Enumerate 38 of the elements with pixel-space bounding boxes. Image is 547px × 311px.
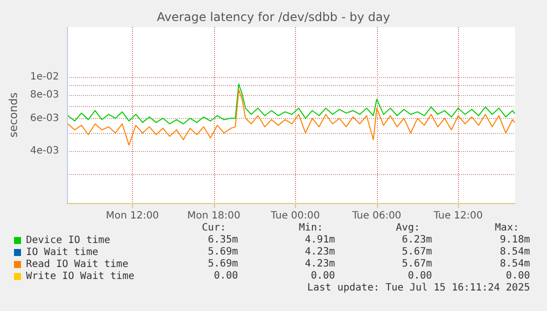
- text: 8.54m: [500, 258, 530, 270]
- line-series: [67, 89, 516, 146]
- text: 5.67m: [402, 246, 432, 258]
- text: 5.69m: [208, 258, 238, 270]
- text: Avg:: [396, 222, 420, 234]
- text: Cur:: [202, 222, 226, 234]
- text: 4.23m: [304, 258, 335, 270]
- x-tick-label: Tue 00:00: [270, 210, 320, 222]
- text: 9.18m: [500, 234, 530, 246]
- text: 6.35m: [208, 234, 238, 246]
- legend-label: Write IO Wait time: [26, 271, 134, 282]
- text: 5.67m: [402, 258, 432, 270]
- text: 4.91m: [304, 234, 335, 246]
- text: 6.23m: [402, 234, 432, 246]
- line-series: [67, 83, 516, 124]
- text: 0.00: [310, 270, 335, 282]
- legend-label: IO Wait time: [26, 247, 98, 258]
- legend-label: Read IO Wait time: [26, 259, 128, 270]
- chart-title: Average latency for /dev/sdbb - by day: [156, 10, 390, 24]
- text: 8.54m: [500, 246, 530, 258]
- legend-label: Device IO time: [26, 235, 110, 246]
- text: 4.23m: [304, 246, 335, 258]
- x-tick-label: Mon 12:00: [106, 210, 159, 222]
- text: 0.00: [506, 270, 530, 282]
- text: 0.00: [408, 270, 432, 282]
- x-tick-label: Tue 12:00: [432, 210, 483, 222]
- text: Last update: Tue Jul 15 16:11:24 2025: [307, 282, 530, 294]
- y-tick-label: 1e-02: [30, 72, 59, 83]
- y-tick-label: 8e-03: [30, 90, 59, 101]
- x-tick-label: Mon 18:00: [187, 210, 240, 222]
- text: Max:: [494, 222, 519, 234]
- y-tick-label: 4e-03: [30, 146, 59, 157]
- y-tick-label: 6e-03: [30, 112, 59, 124]
- y-axis-title: seconds: [7, 92, 20, 138]
- text: 0.00: [214, 270, 238, 282]
- text: 5.69m: [208, 246, 238, 258]
- text: Min:: [298, 222, 323, 234]
- x-tick-label: Tue 06:00: [351, 210, 402, 222]
